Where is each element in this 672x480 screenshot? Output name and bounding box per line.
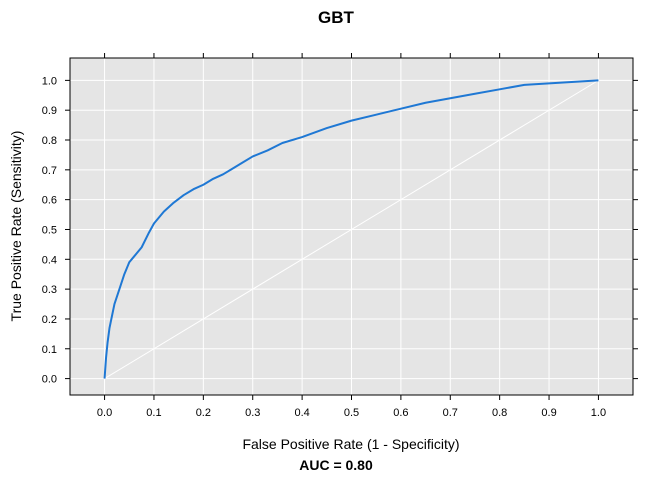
x-tick-label: 0.1 <box>146 407 161 419</box>
y-tick-label: 0.4 <box>42 254 57 266</box>
y-tick-label: 0.7 <box>42 165 57 177</box>
roc-curve-line <box>103 79 599 379</box>
y-tick-label: 0.2 <box>42 314 57 326</box>
y-tick-label: 1.0 <box>42 75 57 87</box>
x-tick-label: 0.7 <box>443 407 458 419</box>
axis-ticks: 0.0 0.1 0.2 0.3 0.4 0.5 0.6 0.7 0.8 0.9 1.0 0.0 0.1 0… <box>42 53 638 419</box>
x-tick-label: 0.4 <box>294 407 309 419</box>
x-tick-label: 0.8 <box>492 407 507 419</box>
x-tick-label: 0.0 <box>97 407 112 419</box>
x-tick-label: 0.9 <box>541 407 556 419</box>
y-tick-label: 0.3 <box>42 284 57 296</box>
chart-title: GBT <box>318 8 355 27</box>
y-tick-label: 0.0 <box>42 374 57 386</box>
x-axis-label: False Positive Rate (1 - Specificity) <box>242 436 459 452</box>
x-tick-label: 0.6 <box>393 407 408 419</box>
y-tick-label: 0.8 <box>42 135 57 147</box>
plot-frame <box>69 57 634 396</box>
x-tick-label: 0.3 <box>245 407 260 419</box>
y-tick-label: 0.6 <box>42 195 57 207</box>
y-tick-label: 0.5 <box>42 224 57 236</box>
x-tick-label: 0.2 <box>196 407 211 419</box>
y-tick-label: 0.1 <box>42 344 57 356</box>
y-axis-label: True Positive Rate (Sensitivity) <box>8 131 24 322</box>
x-tick-label: 1.0 <box>591 407 606 419</box>
auc-label: AUC = 0.80 <box>299 457 373 473</box>
grid-lines <box>70 58 633 395</box>
x-tick-label: 0.5 <box>344 407 359 419</box>
y-tick-label: 0.9 <box>42 105 57 117</box>
reference-diagonal-line <box>104 79 599 380</box>
series-layer <box>103 79 599 380</box>
